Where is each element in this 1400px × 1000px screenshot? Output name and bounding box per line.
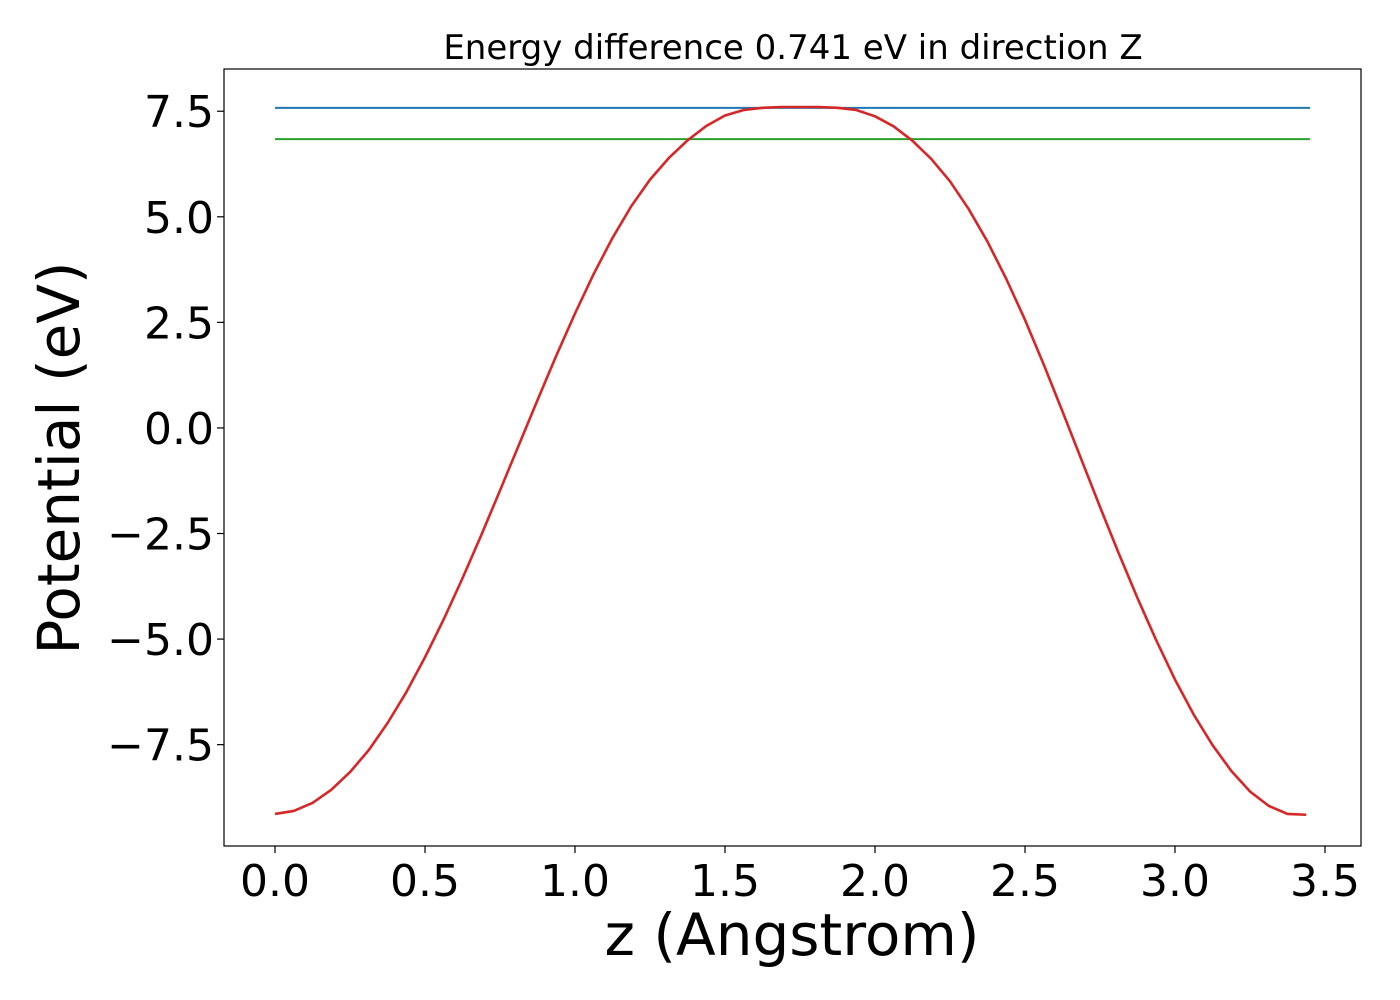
y-tick-label: 7.5 (144, 87, 214, 138)
x-axis-label: z (Angstrom) (605, 901, 980, 969)
x-tick-label: 0.5 (390, 856, 460, 907)
series-line-2 (274, 105, 1307, 817)
plot-frame (223, 68, 1362, 847)
x-tick-label: 2.5 (990, 856, 1060, 907)
x-tick-label: 1.5 (690, 856, 760, 907)
y-tick-label: −7.5 (107, 721, 214, 772)
x-tick-label: 1.0 (540, 856, 610, 907)
x-axis: 0.0 0.5 1.0 1.5 2.0 2.5 3.0 3.5 (240, 846, 1360, 907)
x-tick-label: 3.5 (1290, 856, 1360, 907)
chart-title: Energy difference 0.741 eV in direction … (443, 28, 1142, 68)
y-axis-label: Potential (eV) (25, 261, 93, 654)
y-axis: −7.5 −5.0 −2.5 0.0 2.5 5.0 7.5 (107, 87, 224, 772)
x-tick-label: 3.0 (1140, 856, 1210, 907)
y-tick-label: −2.5 (107, 510, 214, 561)
y-tick-label: 5.0 (144, 193, 214, 244)
y-tick-label: 0.0 (144, 404, 214, 455)
y-tick-label: 2.5 (144, 298, 214, 349)
y-tick-label: −5.0 (107, 615, 214, 666)
x-tick-label: 2.0 (840, 856, 910, 907)
series-layer (274, 105, 1310, 817)
x-tick-label: 0.0 (240, 856, 310, 907)
